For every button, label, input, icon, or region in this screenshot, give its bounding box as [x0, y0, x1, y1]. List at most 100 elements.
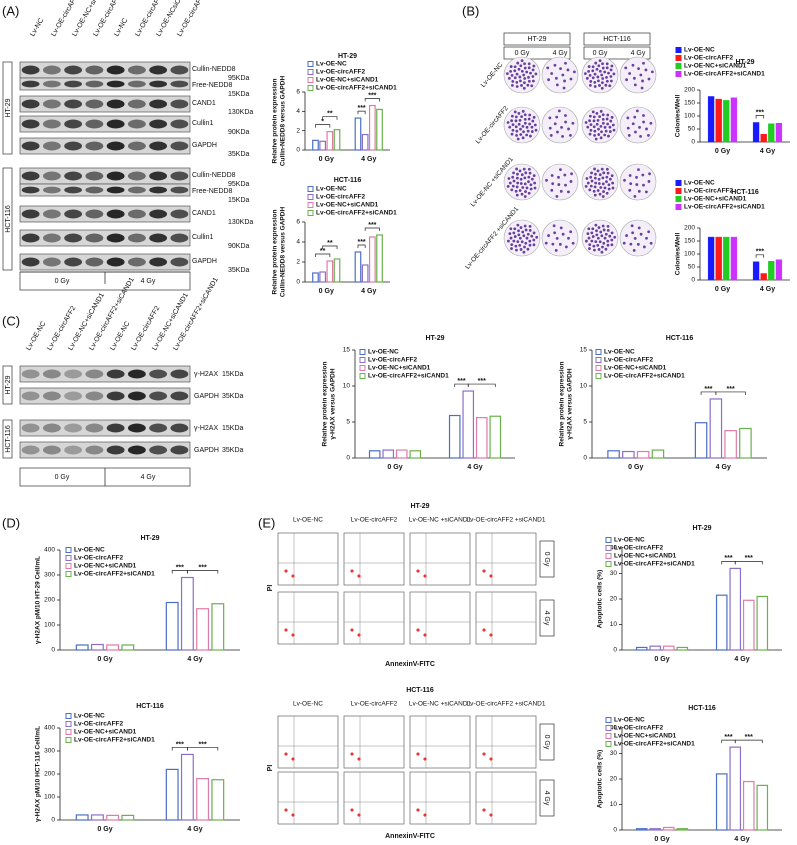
colony	[601, 117, 605, 121]
blot-band	[42, 65, 61, 75]
colony	[604, 232, 608, 236]
legend-label: Lv-OE-circAFF2	[316, 194, 366, 201]
dose-label: 0 Gy	[543, 735, 550, 750]
colony	[532, 115, 536, 119]
bar	[395, 449, 408, 459]
colony	[519, 177, 523, 181]
significance-label: ***	[199, 741, 207, 748]
blot-band	[21, 391, 40, 401]
y-axis-label: γ-H2AX versus GAPDH	[330, 368, 337, 439]
blot-band	[85, 233, 104, 243]
blot-band	[21, 141, 40, 151]
colony	[593, 176, 597, 180]
band-size: 15KDa	[222, 371, 244, 378]
colony	[597, 177, 601, 181]
significance-label: ***	[704, 386, 712, 393]
blot-band	[85, 391, 104, 401]
colony	[590, 179, 594, 183]
axis-label: PI	[267, 765, 274, 772]
legend-label: Lv-OE-circAFF2	[74, 721, 124, 728]
colony	[650, 70, 654, 74]
cell-line-label: HT-29	[5, 375, 12, 394]
event	[357, 574, 361, 578]
colony	[515, 134, 518, 137]
legend-swatch	[675, 204, 682, 210]
legend-label: Lv-OE-NC	[74, 547, 105, 554]
colony	[519, 64, 523, 68]
colony	[549, 134, 553, 137]
band-label: γ-H2AX	[194, 425, 218, 432]
event	[284, 628, 288, 632]
colony	[629, 182, 633, 186]
colony	[516, 240, 520, 244]
flow-plot	[409, 715, 471, 769]
colony	[597, 127, 600, 131]
colony	[605, 66, 609, 70]
band-label: Free-NEDD8	[192, 82, 233, 89]
bar	[707, 236, 715, 281]
colony	[523, 245, 526, 249]
bar	[715, 594, 728, 651]
colony	[625, 78, 628, 82]
legend-label: Lv-OE-circAFF2	[74, 555, 124, 562]
x-tick-label: 0 Gy	[715, 148, 730, 155]
colony	[534, 72, 538, 76]
colony	[601, 81, 604, 85]
x-tick-label: 4 Gy	[361, 288, 376, 295]
legend-swatch	[605, 733, 612, 739]
bar	[211, 603, 225, 651]
colony	[523, 224, 527, 228]
blot-band	[64, 65, 83, 75]
colony	[517, 122, 521, 126]
bar	[165, 768, 179, 821]
legend-label: Lv-OE-NC	[74, 713, 105, 720]
dose-box	[539, 540, 555, 578]
y-tick-label: 150	[684, 238, 695, 245]
legend-label: Lv-OE-NC+siCAND1	[316, 77, 379, 84]
bar	[333, 129, 341, 151]
colony	[527, 79, 531, 83]
bar	[649, 645, 662, 651]
bar	[715, 98, 722, 143]
colony-plate	[503, 219, 541, 257]
colony	[522, 250, 526, 254]
significance-label: ***	[357, 105, 365, 112]
band-size: 35KDa	[222, 393, 244, 400]
y-axis-label: Colonies/Well	[675, 233, 682, 276]
colony	[522, 73, 526, 77]
axis-label: AnnexinV-FITC	[385, 833, 435, 840]
chart-title: HT-29	[425, 335, 444, 342]
blot-band	[64, 141, 83, 151]
colony	[562, 86, 566, 90]
band-size: 90KDa	[228, 129, 250, 136]
blot-band	[42, 391, 61, 401]
colony	[589, 123, 593, 127]
colony	[638, 125, 641, 129]
colony	[569, 134, 572, 137]
colony	[535, 235, 539, 239]
colony	[649, 241, 653, 245]
colony	[610, 64, 614, 68]
blot-band	[127, 99, 146, 109]
blot-band	[106, 119, 125, 129]
x-tick-label: 0 Gy	[97, 826, 112, 833]
colony	[632, 76, 636, 80]
event	[416, 569, 420, 573]
colony	[602, 241, 606, 245]
legend-swatch	[359, 357, 366, 363]
bar	[760, 133, 767, 143]
colony	[603, 125, 607, 129]
colony	[531, 68, 535, 72]
y-axis-label: γ-H2AX pM/10 HCT-116 Cell/mL	[35, 726, 42, 822]
colony	[534, 128, 538, 132]
bar	[739, 427, 752, 459]
colony	[527, 117, 531, 121]
legend-label: Lv-OE-NC	[614, 717, 645, 724]
bar	[462, 390, 475, 459]
colony	[514, 189, 518, 193]
blot-band	[64, 233, 83, 243]
colony	[514, 119, 518, 123]
colony	[515, 176, 519, 180]
colony	[604, 129, 608, 133]
colony	[523, 77, 527, 80]
